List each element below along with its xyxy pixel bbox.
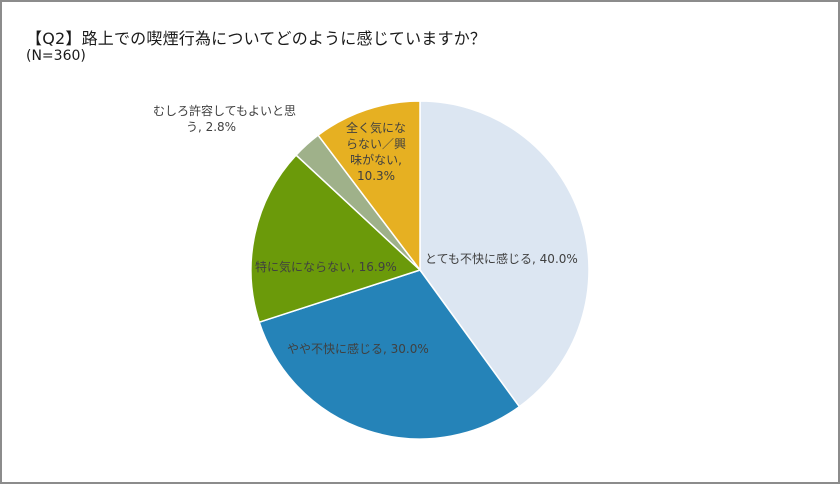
pie-slices — [250, 100, 590, 440]
slice-very-uncomfortable — [419, 100, 590, 408]
label-acceptable-line2: う, 2.8% — [185, 120, 237, 134]
slice-somewhat-uncomfortable — [258, 269, 521, 440]
label-no-interest-line3: 味がない, — [350, 153, 402, 167]
label-somewhat-uncomfortable: やや不快に感じる, 30.0% — [287, 342, 429, 356]
slice-not-bothered — [250, 154, 422, 324]
label-acceptable: むしろ許容してもよいと思 う, 2.8% — [153, 103, 297, 135]
label-no-interest-line4: 10.3% — [356, 169, 396, 183]
sample-size: (N=360) — [26, 48, 86, 64]
chart-title: 【Q2】路上での喫煙行為についてどのように感じていますか？ — [26, 29, 487, 48]
label-no-interest: 全く気にな らない／興 味がない, 10.3% — [340, 120, 412, 184]
label-very-uncomfortable: とても不快に感じる, 40.0% — [425, 252, 578, 266]
label-not-bothered: 特に気にならない, 16.9% — [255, 260, 397, 274]
label-acceptable-line1: むしろ許容してもよいと思 — [153, 104, 297, 118]
slice-no-interest — [317, 100, 421, 273]
label-no-interest-line1: 全く気にな — [345, 121, 406, 135]
label-no-interest-line2: らない／興 — [345, 137, 406, 151]
